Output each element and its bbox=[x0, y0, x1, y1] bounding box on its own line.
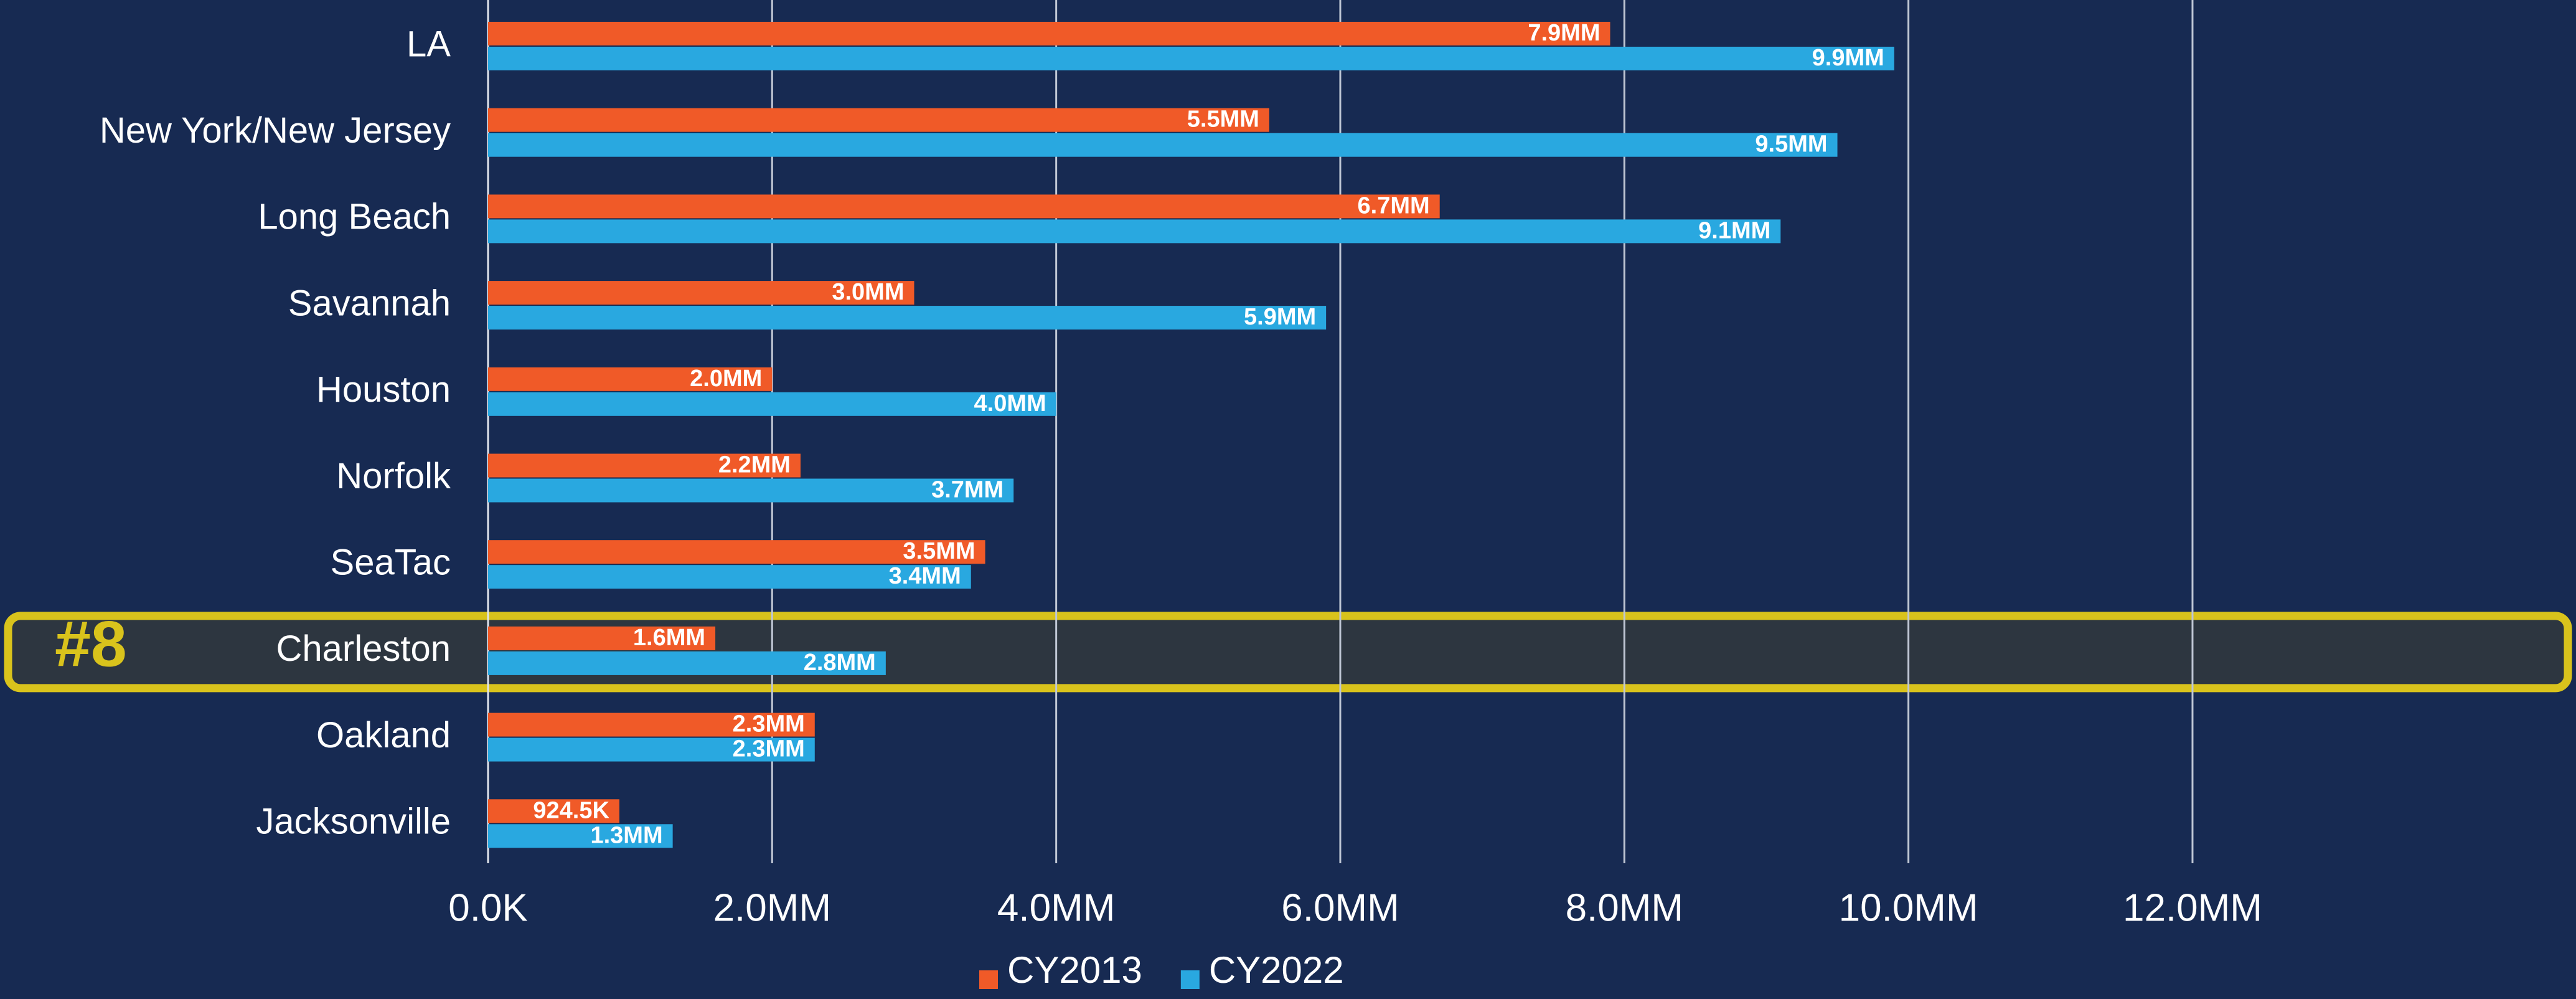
value-label: 9.5MM bbox=[1755, 131, 1827, 158]
value-label: 9.9MM bbox=[1812, 45, 1884, 71]
bar bbox=[488, 108, 1269, 132]
bar bbox=[488, 22, 1610, 45]
value-label: 9.1MM bbox=[1698, 217, 1770, 244]
category-label: Savannah bbox=[288, 283, 451, 323]
category-label: New York/New Jersey bbox=[100, 110, 451, 151]
category-label: Charleston bbox=[276, 628, 451, 669]
bar bbox=[488, 392, 1056, 416]
bar bbox=[488, 478, 1014, 503]
legend-swatch bbox=[1180, 970, 1200, 989]
value-label: 6.7MM bbox=[1358, 192, 1430, 219]
value-label: 2.3MM bbox=[733, 736, 805, 762]
value-label: 3.5MM bbox=[903, 538, 975, 564]
value-label: 2.8MM bbox=[804, 650, 876, 676]
bar bbox=[488, 367, 773, 391]
category-label: Jacksonville bbox=[256, 802, 451, 842]
x-tick-label: 12.0MM bbox=[2123, 886, 2262, 929]
value-label: 3.4MM bbox=[889, 563, 961, 589]
bar bbox=[488, 799, 619, 823]
value-label: 3.0MM bbox=[832, 279, 904, 305]
bar bbox=[488, 626, 716, 650]
value-label: 2.3MM bbox=[733, 711, 805, 737]
legend-label: CY2022 bbox=[1209, 949, 1344, 991]
bar bbox=[488, 219, 1781, 244]
bar bbox=[488, 824, 673, 848]
bar bbox=[488, 47, 1894, 70]
x-tick-label: 0.0K bbox=[448, 886, 528, 929]
value-label: 924.5K bbox=[533, 797, 609, 823]
annotation: #8 bbox=[55, 608, 127, 680]
bar bbox=[488, 133, 1838, 157]
x-tick-label: 4.0MM bbox=[997, 886, 1115, 929]
x-tick-label: 6.0MM bbox=[1281, 886, 1399, 929]
x-tick-label: 2.0MM bbox=[713, 886, 831, 929]
category-label: LA bbox=[407, 24, 451, 64]
bar bbox=[488, 540, 985, 564]
bar bbox=[488, 194, 1440, 219]
value-label: 2.0MM bbox=[690, 366, 762, 392]
value-label: 4.0MM bbox=[974, 391, 1046, 417]
category-label: Oakland bbox=[316, 715, 451, 755]
value-label: 3.7MM bbox=[931, 477, 1004, 503]
bar bbox=[488, 565, 971, 589]
category-label: SeaTac bbox=[331, 542, 451, 583]
x-tick-label: 8.0MM bbox=[1566, 886, 1683, 929]
category-label: Norfolk bbox=[336, 456, 451, 496]
value-label: 1.6MM bbox=[633, 625, 705, 651]
value-label: 5.5MM bbox=[1187, 107, 1259, 133]
value-label: 1.3MM bbox=[590, 822, 662, 848]
bar bbox=[488, 306, 1327, 330]
bar bbox=[488, 281, 914, 305]
legend-swatch bbox=[979, 970, 998, 989]
bar bbox=[488, 651, 886, 675]
bar bbox=[488, 453, 801, 478]
bar bbox=[488, 713, 815, 737]
legend-label: CY2013 bbox=[1007, 949, 1142, 991]
bar bbox=[488, 737, 815, 762]
value-label: 7.9MM bbox=[1528, 20, 1600, 46]
value-label: 2.2MM bbox=[718, 452, 791, 478]
x-tick-label: 10.0MM bbox=[1839, 886, 1978, 929]
category-label: Long Beach bbox=[258, 197, 451, 237]
value-label: 5.9MM bbox=[1244, 304, 1316, 330]
category-label: Houston bbox=[316, 369, 451, 410]
